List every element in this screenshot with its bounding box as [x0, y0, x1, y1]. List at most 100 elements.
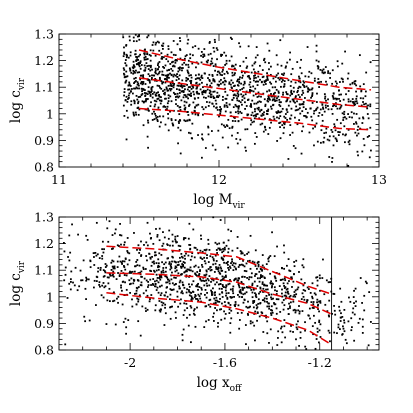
data-point — [282, 91, 285, 94]
data-point — [311, 325, 314, 328]
data-point — [336, 140, 338, 143]
data-point — [202, 91, 205, 94]
data-point — [133, 292, 136, 295]
data-point — [163, 105, 166, 108]
data-point — [220, 55, 223, 57]
data-point — [139, 95, 142, 98]
data-point — [358, 117, 361, 120]
data-point — [302, 266, 305, 269]
data-point — [221, 296, 224, 298]
data-point — [174, 119, 177, 121]
data-point — [259, 123, 262, 126]
data-point — [129, 54, 132, 57]
data-point — [245, 105, 248, 107]
data-point — [181, 290, 183, 293]
data-point — [227, 267, 230, 269]
data-point — [294, 109, 297, 112]
data-point — [249, 81, 252, 84]
data-point — [179, 245, 182, 248]
data-point — [142, 88, 145, 90]
data-point — [117, 295, 120, 298]
data-point — [345, 93, 347, 96]
data-point — [289, 85, 292, 87]
data-point — [149, 54, 152, 57]
data-point — [339, 320, 342, 322]
data-point — [273, 98, 276, 101]
data-point — [179, 287, 181, 290]
data-point — [305, 108, 307, 110]
data-point — [241, 296, 243, 299]
data-point — [114, 323, 117, 326]
data-point — [191, 122, 194, 125]
data-point — [209, 255, 212, 258]
data-point — [214, 283, 217, 286]
data-point — [95, 280, 98, 282]
data-point — [324, 303, 327, 306]
data-point — [289, 58, 291, 61]
data-point — [319, 108, 322, 111]
data-point — [148, 92, 151, 94]
data-point — [180, 267, 183, 269]
data-point — [115, 278, 118, 280]
data-point — [199, 78, 202, 81]
data-point — [239, 45, 242, 48]
data-point — [174, 276, 177, 279]
data-point — [194, 110, 196, 113]
data-point — [178, 95, 181, 98]
data-point — [153, 91, 156, 94]
data-point — [171, 250, 174, 253]
data-point — [129, 68, 132, 71]
data-point — [215, 102, 218, 105]
data-point — [333, 103, 335, 106]
data-point — [276, 97, 278, 100]
data-point — [235, 268, 237, 271]
data-point — [311, 295, 313, 298]
data-point — [164, 303, 167, 306]
data-point — [298, 85, 301, 88]
data-point — [246, 128, 249, 131]
data-point — [313, 110, 316, 112]
data-point — [266, 332, 269, 335]
data-point — [245, 57, 248, 59]
data-point — [223, 286, 225, 288]
data-point — [186, 83, 188, 86]
data-point — [177, 272, 180, 275]
data-point — [225, 102, 228, 104]
data-point — [239, 263, 241, 266]
data-point — [174, 261, 177, 263]
data-point — [331, 131, 334, 133]
data-point — [264, 284, 267, 287]
data-point — [203, 89, 205, 92]
data-point — [217, 325, 219, 328]
data-point — [284, 294, 287, 297]
y-axis-label-main: log c — [8, 90, 24, 123]
data-point — [218, 247, 221, 250]
data-point — [220, 318, 223, 321]
data-point — [210, 60, 213, 63]
data-point — [281, 295, 284, 298]
data-point — [222, 257, 224, 260]
data-point — [184, 270, 187, 273]
data-point — [165, 97, 167, 100]
plot-frame-mass — [58, 33, 380, 168]
data-point — [154, 69, 157, 72]
data-point — [241, 286, 244, 289]
data-point — [174, 61, 177, 64]
data-point — [69, 281, 72, 283]
data-point — [250, 289, 253, 291]
data-point — [125, 274, 128, 277]
data-point — [248, 306, 251, 309]
data-point — [255, 136, 258, 138]
data-point — [89, 260, 92, 263]
data-point — [234, 72, 236, 75]
data-point — [254, 310, 257, 313]
data-point — [220, 256, 223, 259]
data-point — [189, 247, 192, 250]
data-point — [247, 300, 249, 303]
data-point — [127, 319, 130, 322]
data-point — [219, 73, 222, 76]
data-point — [216, 96, 218, 98]
data-point — [266, 77, 269, 80]
data-point — [63, 250, 66, 253]
data-point — [284, 291, 287, 294]
